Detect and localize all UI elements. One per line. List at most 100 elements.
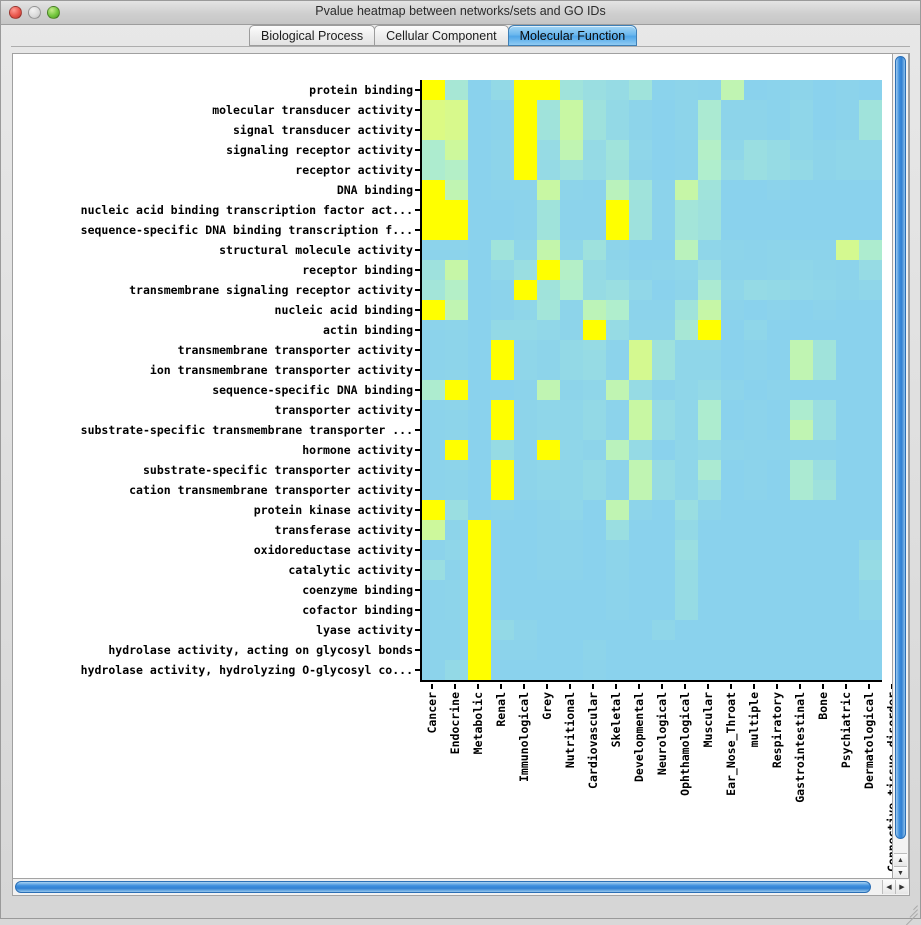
heatmap-cell[interactable] xyxy=(744,320,767,340)
heatmap-cell[interactable] xyxy=(468,140,491,160)
heatmap-cell[interactable] xyxy=(859,260,882,280)
heatmap-cell[interactable] xyxy=(744,500,767,520)
heatmap-cell[interactable] xyxy=(675,300,698,320)
heatmap-cell[interactable] xyxy=(468,180,491,200)
heatmap-cell[interactable] xyxy=(422,420,445,440)
heatmap-cell[interactable] xyxy=(629,120,652,140)
heatmap-cell[interactable] xyxy=(514,300,537,320)
heatmap-cell[interactable] xyxy=(859,460,882,480)
heatmap-cell[interactable] xyxy=(859,620,882,640)
heatmap-cell[interactable] xyxy=(767,240,790,260)
heatmap-cell[interactable] xyxy=(859,300,882,320)
heatmap-cell[interactable] xyxy=(537,300,560,320)
heatmap-cell[interactable] xyxy=(422,620,445,640)
heatmap-cell[interactable] xyxy=(629,340,652,360)
heatmap-cell[interactable] xyxy=(744,220,767,240)
heatmap-cell[interactable] xyxy=(445,620,468,640)
heatmap-cell[interactable] xyxy=(606,220,629,240)
heatmap-cell[interactable] xyxy=(813,360,836,380)
heatmap-cell[interactable] xyxy=(560,180,583,200)
heatmap-cell[interactable] xyxy=(606,520,629,540)
heatmap-cell[interactable] xyxy=(813,520,836,540)
heatmap-cell[interactable] xyxy=(606,560,629,580)
heatmap-cell[interactable] xyxy=(767,620,790,640)
vertical-scrollbar[interactable]: ▲ ▼ xyxy=(892,53,909,881)
heatmap-cell[interactable] xyxy=(468,220,491,240)
heatmap-cell[interactable] xyxy=(468,240,491,260)
heatmap-cell[interactable] xyxy=(836,440,859,460)
heatmap-cell[interactable] xyxy=(836,220,859,240)
heatmap-cell[interactable] xyxy=(698,440,721,460)
heatmap-cell[interactable] xyxy=(514,200,537,220)
heatmap-cell[interactable] xyxy=(445,500,468,520)
heatmap-cell[interactable] xyxy=(744,340,767,360)
heatmap-cell[interactable] xyxy=(537,520,560,540)
heatmap-cell[interactable] xyxy=(721,80,744,100)
heatmap-cell[interactable] xyxy=(445,280,468,300)
heatmap-cell[interactable] xyxy=(790,160,813,180)
heatmap-cell[interactable] xyxy=(629,240,652,260)
tab-biological-process[interactable]: Biological Process xyxy=(249,25,376,46)
heatmap-cell[interactable] xyxy=(767,560,790,580)
heatmap-cell[interactable] xyxy=(836,240,859,260)
heatmap-cell[interactable] xyxy=(537,360,560,380)
heatmap-cell[interactable] xyxy=(629,540,652,560)
heatmap-cell[interactable] xyxy=(422,640,445,660)
heatmap-cell[interactable] xyxy=(537,220,560,240)
minimize-button[interactable] xyxy=(28,6,41,19)
heatmap-cell[interactable] xyxy=(721,560,744,580)
heatmap-cell[interactable] xyxy=(767,300,790,320)
heatmap-cell[interactable] xyxy=(422,400,445,420)
heatmap-cell[interactable] xyxy=(491,80,514,100)
heatmap-cell[interactable] xyxy=(859,280,882,300)
heatmap-cell[interactable] xyxy=(836,480,859,500)
heatmap-cell[interactable] xyxy=(560,160,583,180)
heatmap-cell[interactable] xyxy=(767,180,790,200)
heatmap-cell[interactable] xyxy=(698,160,721,180)
heatmap-cell[interactable] xyxy=(606,600,629,620)
heatmap-cell[interactable] xyxy=(744,120,767,140)
heatmap-cell[interactable] xyxy=(445,340,468,360)
heatmap-cell[interactable] xyxy=(790,320,813,340)
heatmap-cell[interactable] xyxy=(445,400,468,420)
heatmap-cell[interactable] xyxy=(629,660,652,680)
heatmap-cell[interactable] xyxy=(744,200,767,220)
heatmap-cell[interactable] xyxy=(767,660,790,680)
heatmap-cell[interactable] xyxy=(537,560,560,580)
heatmap-cell[interactable] xyxy=(514,100,537,120)
heatmap-cell[interactable] xyxy=(675,500,698,520)
heatmap-cell[interactable] xyxy=(560,600,583,620)
heatmap-cell[interactable] xyxy=(836,260,859,280)
heatmap-cell[interactable] xyxy=(606,660,629,680)
heatmap-cell[interactable] xyxy=(537,440,560,460)
heatmap-cell[interactable] xyxy=(445,260,468,280)
heatmap-cell[interactable] xyxy=(675,360,698,380)
heatmap-cell[interactable] xyxy=(491,540,514,560)
heatmap-cell[interactable] xyxy=(652,80,675,100)
heatmap-cell[interactable] xyxy=(721,580,744,600)
heatmap-cell[interactable] xyxy=(721,300,744,320)
heatmap-cell[interactable] xyxy=(422,160,445,180)
heatmap-cell[interactable] xyxy=(744,520,767,540)
heatmap-cell[interactable] xyxy=(445,180,468,200)
heatmap-cell[interactable] xyxy=(445,580,468,600)
heatmap-cell[interactable] xyxy=(813,180,836,200)
heatmap-cell[interactable] xyxy=(560,80,583,100)
horizontal-scrollbar-thumb[interactable] xyxy=(15,881,871,893)
heatmap-cell[interactable] xyxy=(836,660,859,680)
heatmap-cell[interactable] xyxy=(652,260,675,280)
heatmap-cell[interactable] xyxy=(744,440,767,460)
heatmap-cell[interactable] xyxy=(744,460,767,480)
heatmap-cell[interactable] xyxy=(445,140,468,160)
heatmap-cell[interactable] xyxy=(629,600,652,620)
heatmap-cell[interactable] xyxy=(813,240,836,260)
heatmap-cell[interactable] xyxy=(859,540,882,560)
heatmap-cell[interactable] xyxy=(537,500,560,520)
heatmap-cell[interactable] xyxy=(537,380,560,400)
heatmap-cell[interactable] xyxy=(445,460,468,480)
heatmap-cell[interactable] xyxy=(629,100,652,120)
heatmap-cell[interactable] xyxy=(767,640,790,660)
heatmap-cell[interactable] xyxy=(468,580,491,600)
heatmap-cell[interactable] xyxy=(652,480,675,500)
heatmap-cell[interactable] xyxy=(422,240,445,260)
